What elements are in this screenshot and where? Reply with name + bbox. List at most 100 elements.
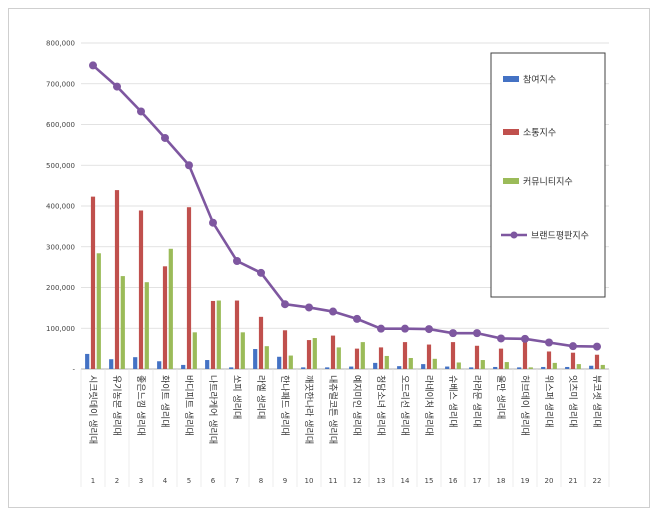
legend-label-참여지수: 참여지수	[523, 74, 556, 86]
category-label-6: 나트라케어 생리대	[207, 375, 218, 444]
point-브랜드평판지수-3	[137, 107, 145, 116]
index-label-20: 20	[545, 477, 554, 485]
index-label-3: 3	[139, 477, 143, 485]
bar-참여지수-10	[301, 367, 306, 369]
point-브랜드평판지수-4	[161, 133, 169, 142]
legend-label-커뮤니티지수: 커뮤니티지수	[523, 177, 573, 188]
bar-참여지수-12	[349, 366, 354, 369]
point-브랜드평판지수-17	[473, 329, 481, 338]
point-브랜드평판지수-2	[113, 82, 121, 91]
line-브랜드평판지수	[92, 64, 598, 348]
bar-참여지수-11	[325, 367, 330, 369]
bar-참여지수-1	[85, 353, 90, 369]
bar-커뮤니티지수-6	[216, 300, 221, 369]
bar-소통지수-4	[162, 266, 168, 369]
bar-소통지수-18	[498, 348, 504, 369]
bar-참여지수-13	[373, 362, 378, 369]
point-브랜드평판지수-10	[305, 303, 313, 312]
bar-소통지수-11	[330, 335, 336, 369]
bar-소통지수-16	[450, 342, 456, 369]
trend-line	[89, 61, 601, 351]
point-브랜드평판지수-15	[425, 325, 433, 334]
bar-소통지수-12	[354, 348, 360, 369]
legend-label-브랜드평판지수: 브랜드평판지수	[531, 231, 589, 242]
index-label-13: 13	[377, 477, 386, 485]
y-axis: - 100,000 200,000 300,000 400,000 500,000 600,…	[46, 40, 75, 374]
bar-참여지수-3	[133, 357, 138, 369]
point-브랜드평판지수-9	[281, 300, 289, 309]
bar-커뮤니티지수-19	[528, 367, 533, 369]
category-label-11: 내츄럴코튼 생리대	[327, 375, 338, 444]
category-label-5: 바디피트 생리대	[183, 375, 194, 436]
bar-참여지수-20	[541, 366, 546, 369]
index-label-8: 8	[259, 477, 263, 485]
index-label-5: 5	[187, 477, 191, 485]
bar-커뮤니티지수-20	[552, 362, 557, 369]
y-tick-label: 700,000	[46, 80, 75, 88]
point-브랜드평판지수-1	[89, 61, 97, 70]
bar-커뮤니티지수-22	[600, 364, 605, 369]
index-label-22: 22	[593, 477, 602, 485]
legend-swatch-커뮤니티지수	[503, 178, 519, 184]
bar-소통지수-2	[114, 190, 120, 369]
bar-참여지수-16	[445, 366, 450, 369]
category-label-22: 뷰코셋 생리대	[591, 375, 602, 428]
bar-참여지수-14	[397, 366, 402, 369]
index-label-17: 17	[473, 477, 482, 485]
category-label-3: 좋은느낌 생리대	[135, 375, 147, 436]
category-label-7: 쏘피 생리대	[231, 375, 242, 419]
bar-소통지수-9	[282, 330, 288, 369]
bar-참여지수-19	[517, 367, 522, 369]
bar-커뮤니티지수-1	[96, 253, 101, 369]
bar-커뮤니티지수-7	[240, 332, 245, 369]
point-브랜드평판지수-5	[185, 161, 193, 170]
point-브랜드평판지수-16	[449, 329, 457, 338]
bar-소통지수-22	[594, 354, 600, 369]
bar-커뮤니티지수-14	[408, 357, 413, 369]
point-브랜드평판지수-20	[545, 338, 553, 347]
point-브랜드평판지수-14	[401, 324, 409, 333]
category-label-9: 한나패드 생리대	[279, 375, 290, 436]
point-브랜드평판지수-12	[353, 314, 361, 323]
index-label-1: 1	[91, 477, 95, 485]
bar-커뮤니티지수-8	[264, 346, 269, 369]
y-tick-label: 500,000	[46, 162, 75, 170]
bar-소통지수-20	[546, 351, 552, 369]
legend-marker-브랜드평판지수	[510, 231, 518, 239]
index-label-7: 7	[235, 477, 239, 485]
bar-소통지수-3	[138, 210, 144, 369]
index-label-19: 19	[521, 477, 530, 485]
category-label-21: 잇츠미 생리대	[567, 375, 579, 428]
index-label-2: 2	[115, 477, 119, 485]
bar-소통지수-15	[426, 344, 432, 369]
point-브랜드평판지수-11	[329, 307, 337, 316]
bar-커뮤니티지수-18	[504, 362, 509, 369]
point-브랜드평판지수-21	[569, 342, 577, 351]
bar-커뮤니티지수-4	[168, 248, 173, 369]
bar-소통지수-6	[210, 300, 216, 369]
bar-참여지수-8	[253, 349, 258, 369]
legend-swatch-참여지수	[503, 76, 519, 82]
index-label-4: 4	[163, 477, 168, 485]
index-label-21: 21	[569, 477, 578, 485]
category-label-15: 라네이처 생리대	[423, 375, 435, 436]
index-label-18: 18	[497, 477, 506, 485]
bar-커뮤니티지수-12	[360, 342, 365, 369]
bar-커뮤니티지수-17	[480, 360, 485, 369]
bar-소통지수-14	[402, 342, 408, 369]
category-label-17: 라라문 생리대	[471, 375, 482, 428]
point-브랜드평판지수-13	[377, 324, 385, 333]
bar-커뮤니티지수-15	[432, 358, 437, 369]
point-브랜드평판지수-7	[233, 257, 241, 266]
bar-소통지수-21	[570, 352, 576, 369]
bar-참여지수-21	[565, 366, 570, 369]
point-브랜드평판지수-6	[209, 218, 217, 227]
bar-커뮤니티지수-5	[192, 332, 197, 369]
point-브랜드평판지수-19	[521, 334, 529, 343]
category-label-4: 화이트 생리대	[159, 375, 170, 428]
index-label-14: 14	[401, 477, 410, 485]
bar-커뮤니티지수-13	[384, 355, 389, 369]
category-label-13: 청담소녀 생리대	[375, 375, 387, 436]
bar-참여지수-4	[157, 361, 162, 369]
